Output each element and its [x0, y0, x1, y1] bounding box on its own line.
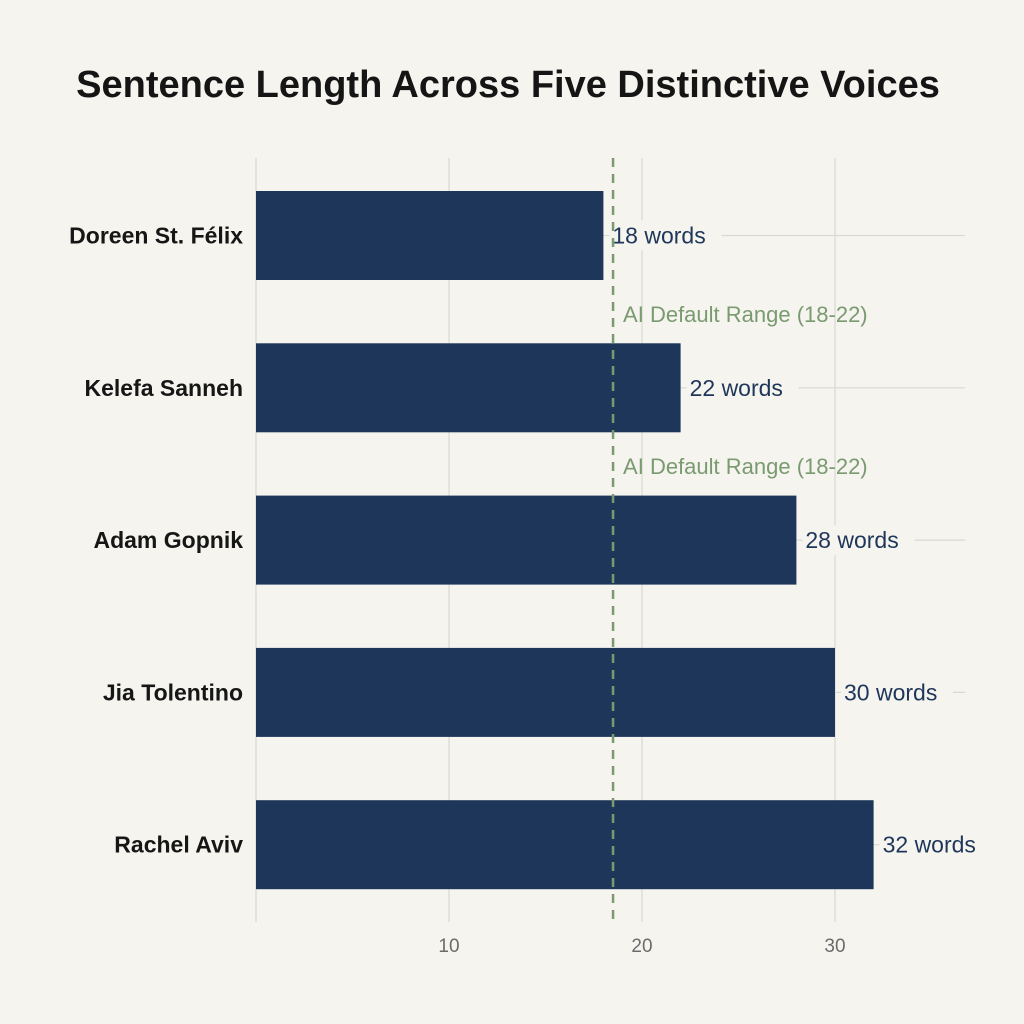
bar: [256, 647, 835, 737]
data-label: 18 words: [612, 223, 705, 249]
bar: [256, 495, 797, 585]
category-label: Kelefa Sanneh: [85, 375, 244, 401]
data-label-background: [841, 677, 953, 708]
chart-title: Sentence Length Across Five Distinctive …: [76, 64, 940, 106]
x-tick-label: 10: [438, 936, 459, 957]
data-label-background: [609, 220, 722, 251]
category-label: Jia Tolentino: [103, 679, 243, 705]
category-label: Adam Gopnik: [93, 527, 243, 553]
bar: [256, 343, 681, 433]
reference-label: AI Default Range (18-22): [623, 454, 868, 479]
data-label-background: [802, 525, 915, 556]
x-tick-label: 20: [631, 936, 652, 957]
category-label: Doreen St. Félix: [69, 223, 243, 249]
data-label-background: [686, 372, 799, 403]
data-label: 28 words: [805, 527, 898, 553]
data-label: 30 words: [844, 679, 937, 705]
reference-label: AI Default Range (18-22): [623, 302, 868, 327]
x-tick-label: 30: [824, 936, 845, 957]
data-label: 22 words: [690, 375, 783, 401]
bar: [256, 800, 874, 890]
data-label-background: [879, 829, 992, 860]
category-label: Rachel Aviv: [114, 832, 243, 858]
bar: [256, 191, 604, 280]
data-label: 32 words: [883, 832, 976, 858]
